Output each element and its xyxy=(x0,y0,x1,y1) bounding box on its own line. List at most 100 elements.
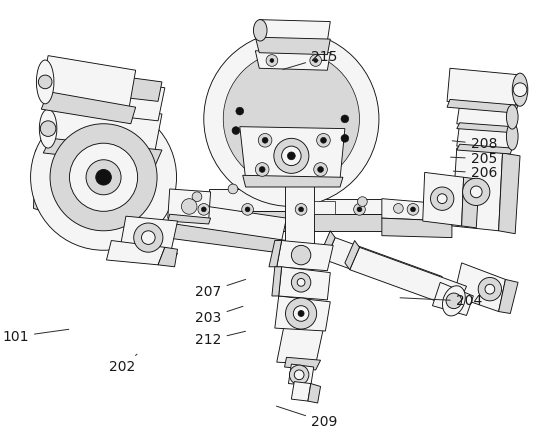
Circle shape xyxy=(294,370,304,380)
Text: 208: 208 xyxy=(452,137,497,151)
Circle shape xyxy=(288,152,295,160)
Circle shape xyxy=(69,143,138,211)
Polygon shape xyxy=(208,189,287,211)
Polygon shape xyxy=(457,123,515,150)
Polygon shape xyxy=(129,214,382,231)
Circle shape xyxy=(430,187,454,211)
Polygon shape xyxy=(129,198,382,214)
Circle shape xyxy=(286,298,317,329)
Circle shape xyxy=(321,137,327,143)
Polygon shape xyxy=(499,280,518,314)
Circle shape xyxy=(292,273,311,292)
Polygon shape xyxy=(277,323,323,364)
Polygon shape xyxy=(243,175,343,187)
Polygon shape xyxy=(277,240,333,271)
Circle shape xyxy=(262,137,268,143)
Polygon shape xyxy=(255,37,330,55)
Circle shape xyxy=(314,163,327,176)
Bar xyxy=(314,201,335,214)
Circle shape xyxy=(289,365,309,384)
Polygon shape xyxy=(308,384,321,403)
Circle shape xyxy=(513,83,527,96)
Circle shape xyxy=(182,198,197,214)
Polygon shape xyxy=(447,68,522,107)
Ellipse shape xyxy=(507,105,518,129)
Circle shape xyxy=(228,184,238,194)
Polygon shape xyxy=(433,282,473,315)
Circle shape xyxy=(295,203,307,215)
Circle shape xyxy=(299,207,304,212)
Polygon shape xyxy=(107,240,165,265)
Polygon shape xyxy=(452,148,503,231)
Circle shape xyxy=(407,203,419,215)
Text: 101: 101 xyxy=(2,329,69,344)
Polygon shape xyxy=(457,104,515,128)
Polygon shape xyxy=(41,153,84,216)
Circle shape xyxy=(282,146,301,165)
Polygon shape xyxy=(457,144,512,154)
Polygon shape xyxy=(33,150,45,211)
Circle shape xyxy=(318,166,323,173)
Polygon shape xyxy=(208,211,287,231)
Circle shape xyxy=(485,284,494,294)
Polygon shape xyxy=(382,218,452,238)
Polygon shape xyxy=(284,357,321,370)
Circle shape xyxy=(270,58,274,62)
Polygon shape xyxy=(457,123,512,132)
Polygon shape xyxy=(269,240,282,267)
Polygon shape xyxy=(41,91,136,124)
Circle shape xyxy=(314,58,318,62)
Circle shape xyxy=(411,207,415,212)
Circle shape xyxy=(96,169,112,185)
Text: 206: 206 xyxy=(453,166,497,180)
Ellipse shape xyxy=(507,123,518,150)
Circle shape xyxy=(142,231,155,244)
Circle shape xyxy=(470,186,482,198)
Polygon shape xyxy=(41,56,136,109)
Circle shape xyxy=(298,310,304,316)
Text: 202: 202 xyxy=(109,354,137,374)
Polygon shape xyxy=(272,267,282,296)
Polygon shape xyxy=(55,68,162,101)
Circle shape xyxy=(236,107,243,115)
Circle shape xyxy=(38,75,52,89)
Polygon shape xyxy=(259,20,330,41)
Circle shape xyxy=(354,203,365,215)
Text: 203: 203 xyxy=(195,306,243,325)
Polygon shape xyxy=(168,189,211,221)
Polygon shape xyxy=(168,214,211,224)
Circle shape xyxy=(204,31,379,206)
Polygon shape xyxy=(288,364,314,385)
Polygon shape xyxy=(345,240,359,270)
Polygon shape xyxy=(58,182,146,208)
Text: 209: 209 xyxy=(276,406,337,429)
Polygon shape xyxy=(150,221,287,253)
Text: 212: 212 xyxy=(195,331,246,347)
Polygon shape xyxy=(382,198,452,221)
Circle shape xyxy=(446,293,462,309)
Circle shape xyxy=(223,51,359,187)
Polygon shape xyxy=(150,198,287,240)
Polygon shape xyxy=(55,75,165,121)
Circle shape xyxy=(358,197,367,206)
Circle shape xyxy=(50,124,157,231)
Ellipse shape xyxy=(512,73,528,106)
Ellipse shape xyxy=(253,20,267,41)
Polygon shape xyxy=(119,248,178,263)
Circle shape xyxy=(259,166,265,173)
Polygon shape xyxy=(447,99,518,113)
Polygon shape xyxy=(43,101,162,150)
Text: 215: 215 xyxy=(283,50,337,70)
Circle shape xyxy=(31,104,177,250)
Circle shape xyxy=(341,134,349,142)
Circle shape xyxy=(258,133,272,147)
Text: 204: 204 xyxy=(400,294,482,308)
Circle shape xyxy=(478,277,502,301)
Polygon shape xyxy=(462,177,479,228)
Text: 205: 205 xyxy=(451,152,497,166)
Polygon shape xyxy=(240,127,345,179)
Circle shape xyxy=(341,115,349,123)
Polygon shape xyxy=(325,238,442,299)
Circle shape xyxy=(232,127,240,134)
Circle shape xyxy=(293,306,309,321)
